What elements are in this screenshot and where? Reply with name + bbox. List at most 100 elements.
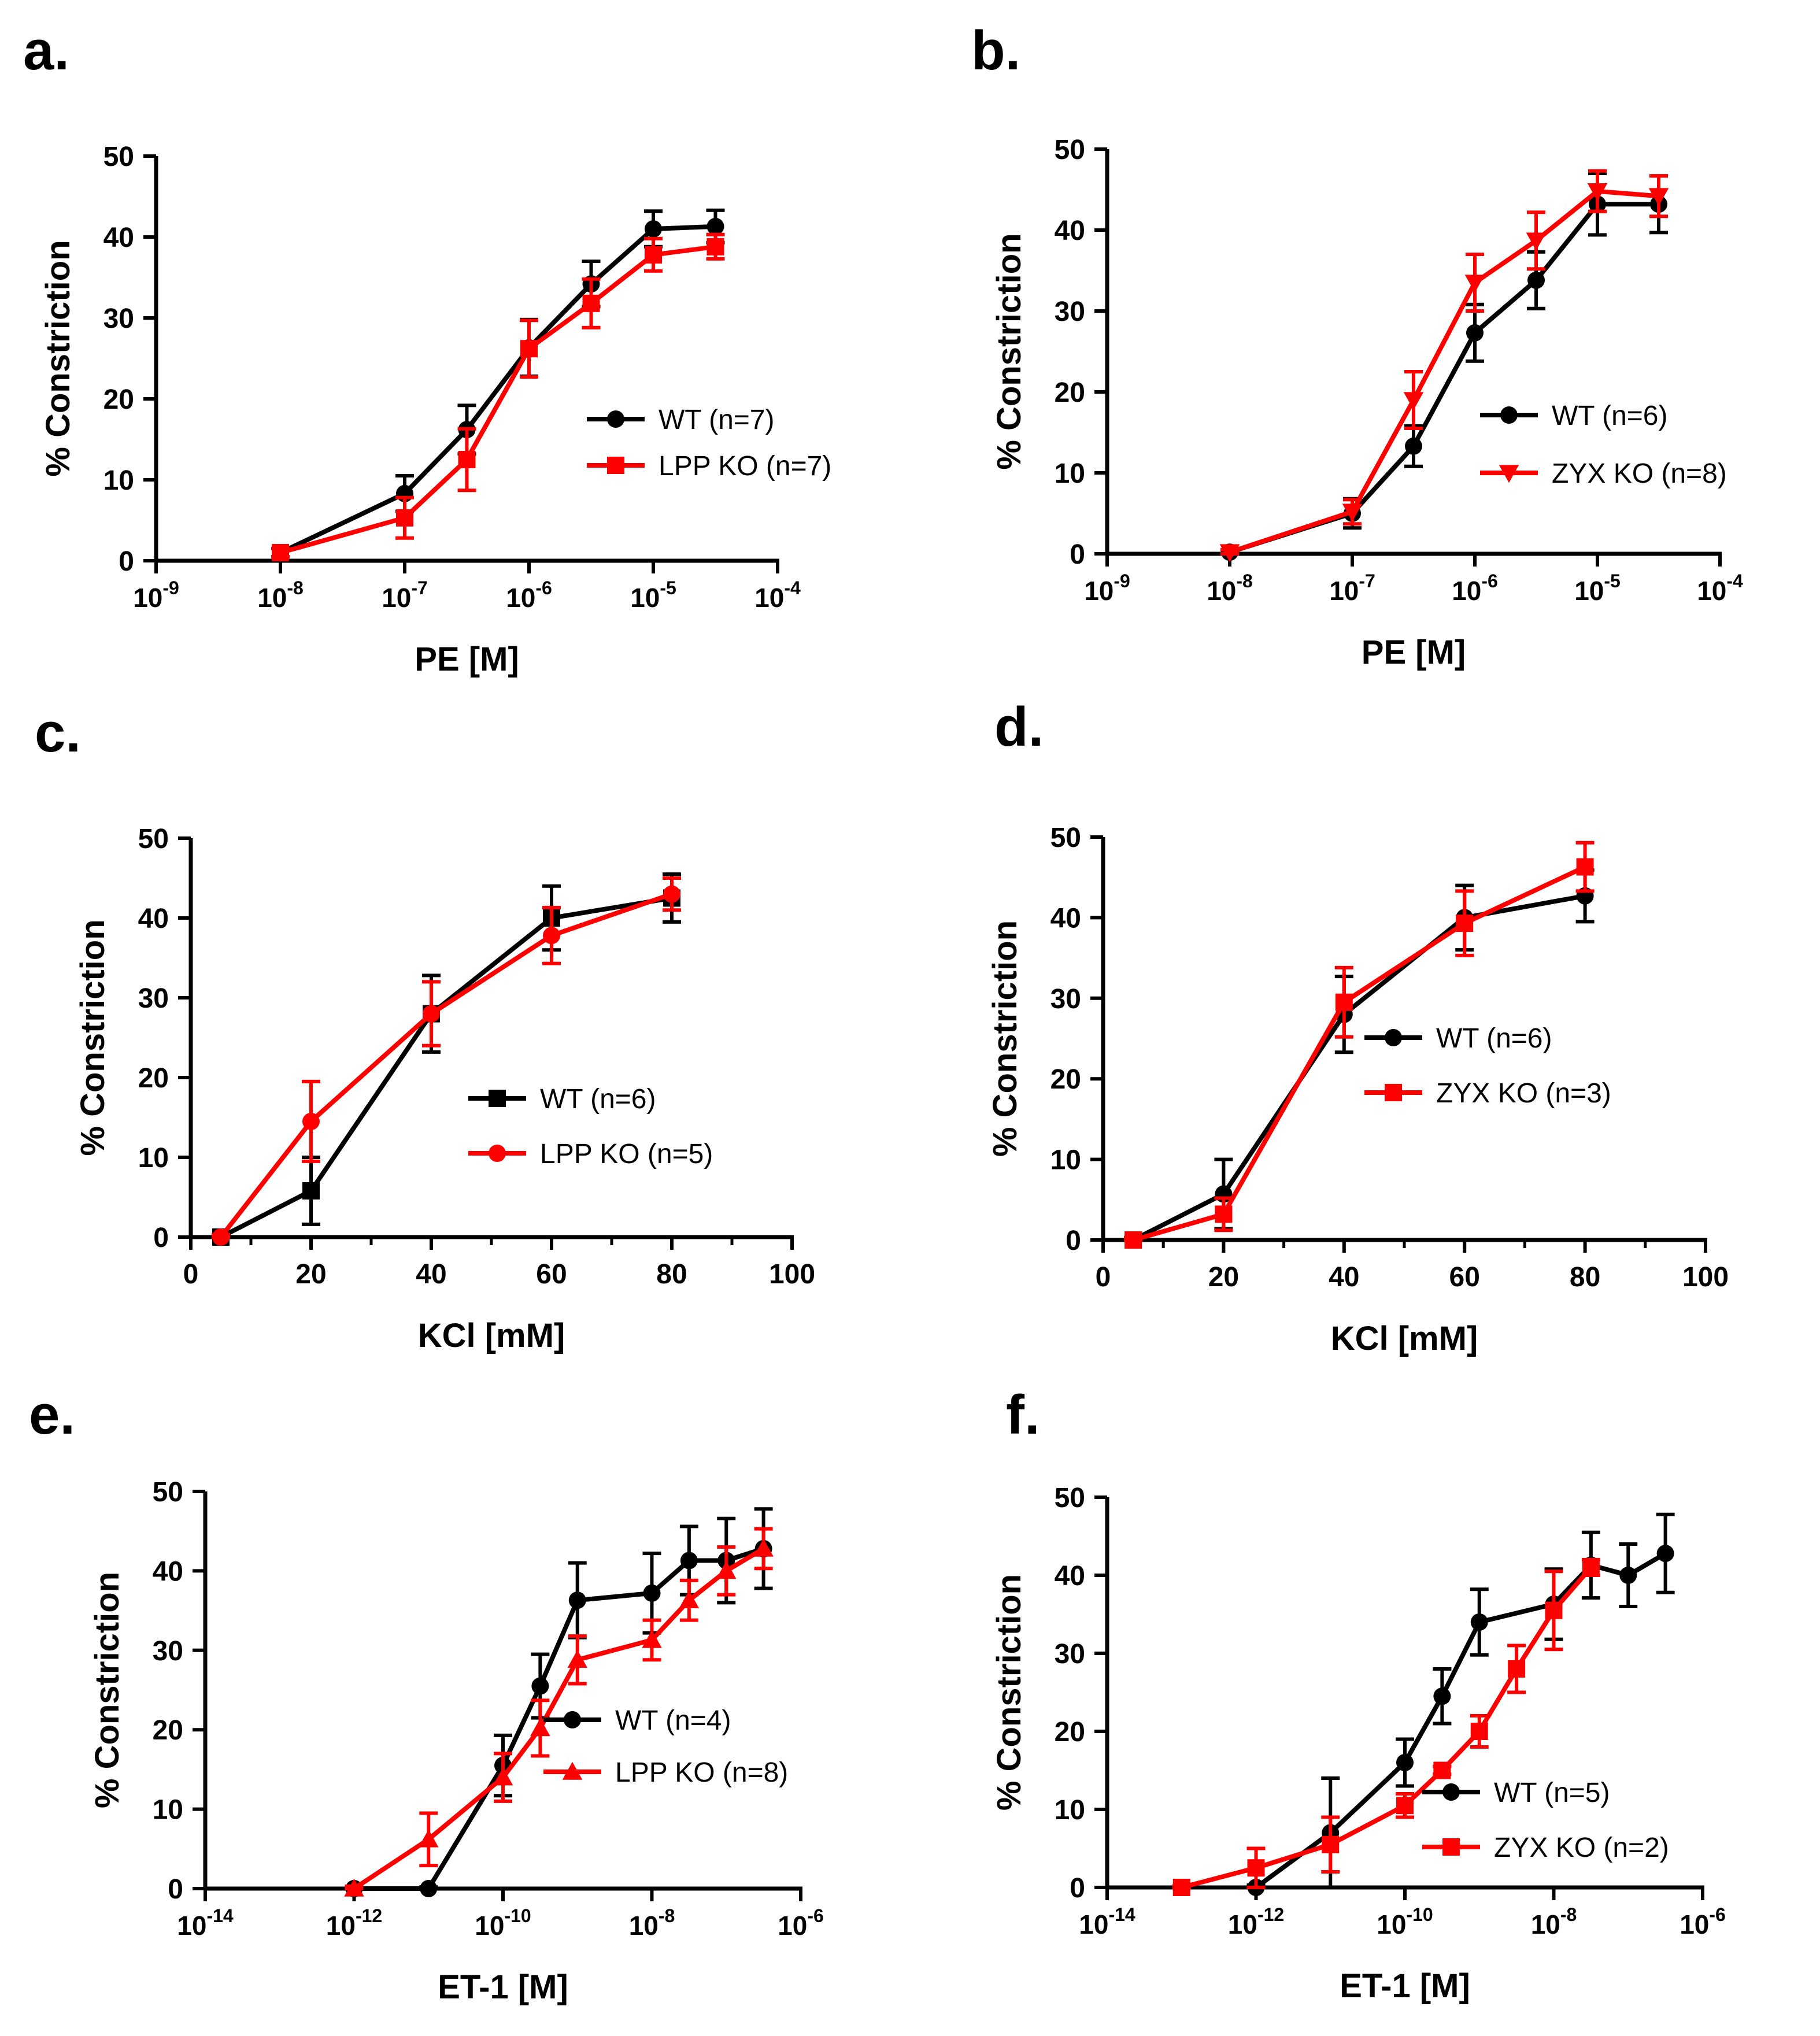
data-point bbox=[531, 1677, 549, 1695]
x-tick-label: 10-6 bbox=[1680, 1904, 1726, 1939]
data-point bbox=[212, 1228, 230, 1246]
data-point bbox=[1466, 324, 1484, 342]
y-tick-label: 30 bbox=[103, 303, 134, 334]
x-tick-label: 60 bbox=[536, 1259, 567, 1290]
legend-marker bbox=[489, 1090, 506, 1107]
y-tick-label: 0 bbox=[1066, 1226, 1081, 1256]
data-point bbox=[1648, 188, 1669, 206]
data-point bbox=[1656, 1545, 1674, 1563]
x-axis-label: PE [M] bbox=[1362, 634, 1466, 671]
panel-letter: a. bbox=[23, 20, 69, 82]
x-tick-label: 10-14 bbox=[177, 1905, 234, 1941]
legend: WT (n=6) ZYX KO (n=8) bbox=[1480, 401, 1727, 489]
series-line bbox=[219, 891, 673, 1239]
y-tick-label: 40 bbox=[1055, 216, 1085, 246]
data-point bbox=[1335, 993, 1353, 1011]
data-point bbox=[643, 1584, 661, 1602]
x-tick-label: 10-12 bbox=[326, 1905, 382, 1941]
data-point bbox=[423, 1005, 440, 1023]
x-tick-label: 0 bbox=[183, 1259, 199, 1290]
series-wt bbox=[1124, 868, 1595, 1249]
x-tick-label: 40 bbox=[1329, 1262, 1359, 1293]
x-tick-label: 10-10 bbox=[475, 1905, 531, 1941]
x-tick-label: 20 bbox=[295, 1259, 326, 1290]
y-tick-label: 50 bbox=[1055, 135, 1085, 165]
series-ko bbox=[212, 876, 681, 1246]
y-tick-label: 40 bbox=[153, 1556, 183, 1587]
y-axis-label: % Constriction bbox=[990, 233, 1028, 469]
y-tick-label: 20 bbox=[138, 1063, 169, 1094]
legend: WT (n=4) LPP KO (n=8) bbox=[543, 1705, 788, 1788]
panel-3: c. 0 10 20 30 40 50 0 20 40 60 80 100 KCl [mM] % Const… bbox=[35, 702, 815, 1354]
data-point bbox=[679, 1590, 700, 1609]
series-wt bbox=[1220, 172, 1668, 561]
y-tick-label: 50 bbox=[138, 824, 169, 854]
x-axis-label: KCl [mM] bbox=[418, 1317, 565, 1354]
series-ko bbox=[1172, 1558, 1600, 1896]
x-axis-label: ET-1 [M] bbox=[1340, 1967, 1470, 2005]
y-tick-label: 10 bbox=[153, 1795, 183, 1826]
x-tick-label: 10-6 bbox=[778, 1905, 824, 1941]
x-axis-label: KCl [mM] bbox=[1331, 1320, 1478, 1357]
data-point bbox=[680, 1552, 698, 1569]
data-point bbox=[645, 220, 662, 238]
data-point bbox=[1527, 271, 1545, 289]
legend-marker bbox=[564, 1711, 581, 1728]
data-point bbox=[1396, 1797, 1414, 1815]
data-point bbox=[530, 1718, 550, 1737]
legend-label: WT (n=7) bbox=[659, 405, 774, 435]
data-point bbox=[1396, 1754, 1414, 1771]
series-ko bbox=[271, 232, 725, 561]
data-point bbox=[1247, 1859, 1265, 1877]
y-tick-label: 10 bbox=[1055, 458, 1085, 489]
x-tick-label: 80 bbox=[656, 1259, 687, 1290]
legend-marker bbox=[607, 457, 624, 474]
panel-letter: d. bbox=[994, 696, 1044, 758]
x-tick-label: 10-9 bbox=[1084, 571, 1130, 606]
panel-letter: f. bbox=[1006, 1384, 1040, 1446]
data-point bbox=[1456, 915, 1474, 932]
series-line bbox=[279, 244, 716, 555]
legend-label: WT (n=6) bbox=[540, 1084, 656, 1115]
panel-letter: b. bbox=[971, 20, 1020, 82]
series-line bbox=[220, 895, 672, 1239]
data-point bbox=[1433, 1761, 1451, 1779]
legend-label: LPP KO (n=7) bbox=[659, 451, 831, 482]
y-tick-label: 20 bbox=[103, 384, 134, 415]
y-tick-label: 20 bbox=[1050, 1064, 1081, 1095]
data-point bbox=[1405, 437, 1422, 455]
data-point bbox=[567, 1650, 587, 1668]
y-tick-label: 10 bbox=[103, 465, 134, 496]
data-point bbox=[1219, 544, 1240, 562]
legend-label: ZYX KO (n=3) bbox=[1436, 1078, 1611, 1109]
data-point bbox=[1508, 1660, 1526, 1678]
data-point bbox=[1470, 1723, 1488, 1740]
x-tick-label: 10-6 bbox=[506, 578, 552, 613]
legend-label: ZYX KO (n=2) bbox=[1494, 1833, 1669, 1863]
y-axis-label: % Constriction bbox=[88, 1572, 126, 1808]
y-tick-label: 10 bbox=[1050, 1145, 1081, 1176]
data-point bbox=[642, 1630, 662, 1648]
y-tick-label: 20 bbox=[153, 1715, 183, 1746]
legend-marker bbox=[1442, 1838, 1460, 1856]
data-point bbox=[302, 1182, 320, 1200]
legend: WT (n=7) LPP KO (n=7) bbox=[587, 405, 831, 482]
y-tick-label: 10 bbox=[1055, 1795, 1085, 1826]
series-wt bbox=[212, 872, 681, 1246]
data-point bbox=[344, 1878, 364, 1897]
legend-marker bbox=[1385, 1029, 1402, 1046]
x-tick-label: 40 bbox=[416, 1259, 446, 1290]
y-axis-label: % Constriction bbox=[986, 920, 1024, 1157]
x-axis-label: PE [M] bbox=[415, 641, 519, 678]
y-tick-label: 0 bbox=[119, 546, 134, 577]
panel-6: f. 0 10 20 30 40 50 10-14 10-12 10-10 10-8 10-6 ET-1… bbox=[990, 1384, 1726, 2005]
panel-2: b. 0 10 20 30 40 50 10-9 10-8 10-7 10-6 10-5 10-4 PE … bbox=[971, 20, 1743, 671]
y-axis-label: % Constriction bbox=[990, 1574, 1028, 1811]
x-tick-label: 100 bbox=[1682, 1262, 1729, 1293]
data-point bbox=[1545, 1601, 1563, 1619]
series-line bbox=[1132, 893, 1586, 1242]
panel-letter: c. bbox=[35, 702, 81, 764]
data-point bbox=[582, 294, 600, 312]
y-tick-label: 10 bbox=[138, 1143, 169, 1174]
data-point bbox=[1322, 1835, 1340, 1853]
